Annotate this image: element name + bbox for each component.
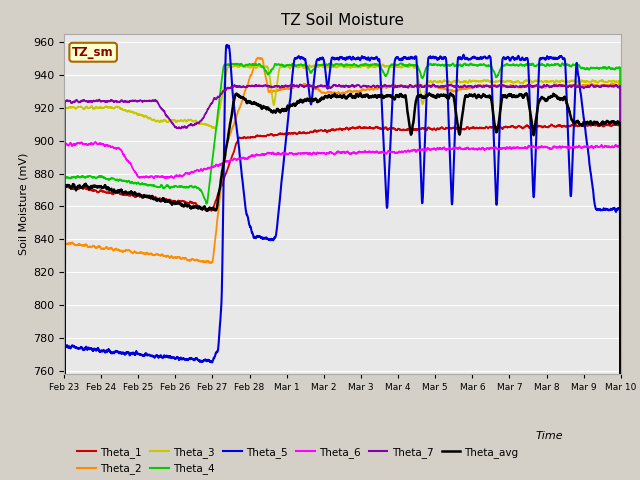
Theta_1 [157, 196, 164, 202]
Theta_4 [606, 65, 614, 71]
Y-axis label: Soil Moisture (mV): Soil Moisture (mV) [19, 153, 29, 255]
Theta_6 [606, 144, 614, 150]
Theta_2 [254, 55, 262, 60]
Theta_3 [546, 79, 554, 84]
Theta_3 [274, 79, 282, 84]
Theta_6 [91, 139, 99, 145]
Theta_7 [298, 83, 305, 89]
Theta_4 [124, 179, 131, 185]
Theta_6 [546, 145, 554, 151]
Theta_4 [558, 60, 566, 66]
Line: Theta_1: Theta_1 [64, 123, 621, 480]
Theta_3 [606, 78, 614, 84]
Line: Theta_7: Theta_7 [64, 84, 621, 480]
Theta_7 [124, 98, 131, 104]
Theta_avg [124, 191, 131, 196]
Theta_5 [546, 54, 554, 60]
Title: TZ Soil Moisture: TZ Soil Moisture [281, 13, 404, 28]
Theta_6 [157, 174, 164, 180]
Line: Theta_4: Theta_4 [64, 63, 621, 480]
Theta_avg [157, 198, 164, 204]
Legend: Theta_1, Theta_2, Theta_3, Theta_4, Theta_5, Theta_6, Theta_7, Theta_avg: Theta_1, Theta_2, Theta_3, Theta_4, Thet… [73, 443, 523, 478]
Theta_2 [298, 83, 306, 88]
Theta_5 [298, 55, 306, 60]
Theta_3 [124, 108, 131, 114]
Theta_5 [223, 42, 230, 48]
Theta_1 [597, 120, 605, 126]
Line: Theta_3: Theta_3 [64, 64, 621, 480]
Theta_2 [606, 82, 614, 88]
Theta_6 [298, 150, 306, 156]
Theta_7 [274, 84, 282, 89]
Theta_4 [546, 62, 554, 68]
Theta_2 [274, 88, 282, 94]
Line: Theta_6: Theta_6 [64, 142, 621, 480]
Theta_1 [274, 132, 282, 138]
Theta_2 [546, 83, 554, 89]
Line: Theta_5: Theta_5 [64, 45, 621, 480]
Theta_5 [124, 350, 131, 356]
Theta_5 [606, 207, 614, 213]
Theta_1 [298, 130, 305, 136]
Theta_1 [606, 122, 614, 128]
Text: TZ_sm: TZ_sm [72, 46, 114, 59]
Text: Time: Time [536, 431, 563, 441]
Theta_avg [356, 90, 364, 96]
Theta_3 [298, 63, 305, 69]
Theta_5 [274, 218, 282, 224]
Theta_2 [124, 248, 131, 253]
Theta_avg [606, 120, 614, 126]
Theta_6 [124, 158, 132, 164]
Theta_7 [588, 82, 596, 87]
Theta_3 [379, 61, 387, 67]
Theta_7 [546, 84, 554, 90]
Line: Theta_2: Theta_2 [64, 58, 621, 480]
Theta_3 [157, 119, 164, 124]
Theta_avg [546, 94, 554, 100]
Theta_1 [546, 123, 554, 129]
Theta_7 [157, 105, 164, 110]
Theta_4 [298, 62, 305, 68]
Theta_avg [298, 98, 305, 104]
Theta_avg [274, 107, 282, 112]
Theta_6 [274, 150, 282, 156]
Theta_4 [157, 183, 164, 189]
Theta_1 [124, 192, 131, 198]
Theta_5 [157, 352, 164, 358]
Theta_2 [157, 252, 164, 258]
Theta_7 [606, 84, 614, 89]
Line: Theta_avg: Theta_avg [64, 93, 621, 480]
Theta_4 [274, 61, 282, 67]
